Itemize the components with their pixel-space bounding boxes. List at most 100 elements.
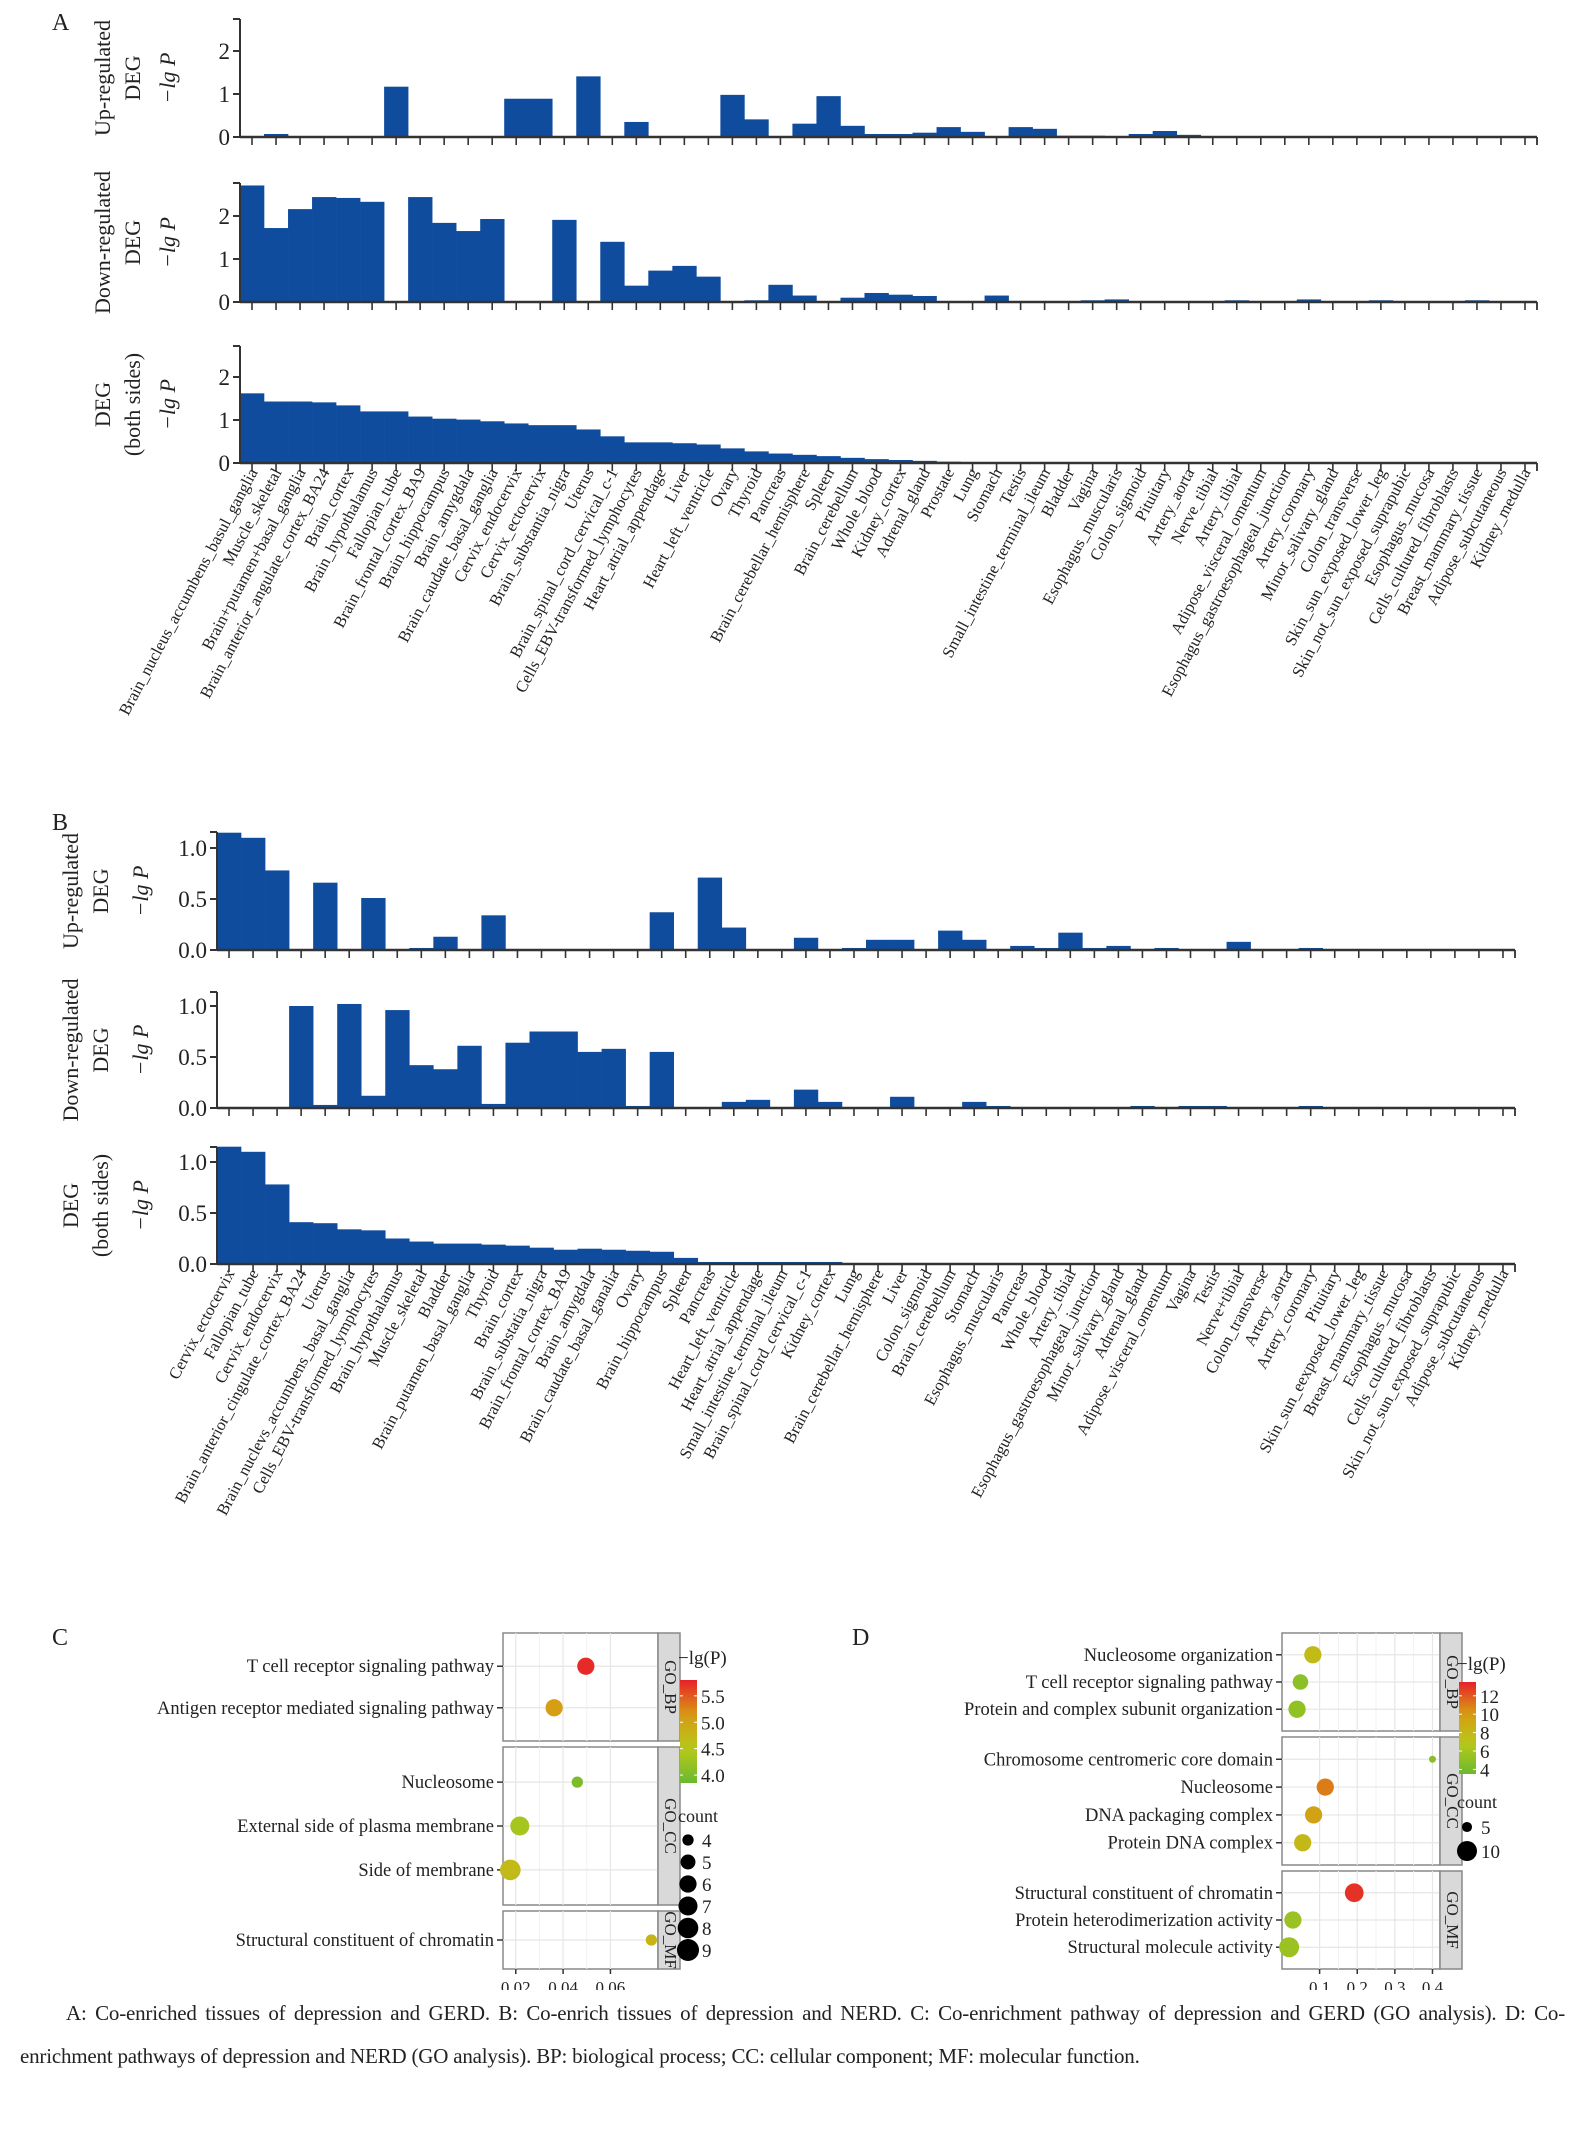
bar xyxy=(384,411,409,463)
x-tick-label: 0.06 xyxy=(596,1978,626,1990)
color-tick-label: 5.0 xyxy=(701,1713,725,1734)
bar xyxy=(432,222,457,302)
bar xyxy=(648,270,673,302)
bar xyxy=(553,1249,578,1264)
bar xyxy=(1058,932,1083,950)
size-legend-dot xyxy=(677,1939,699,1961)
bar xyxy=(288,209,313,302)
size-legend-dot xyxy=(682,1834,694,1846)
term-label: Side of membrane xyxy=(358,1861,494,1881)
y-tick-label: 0 xyxy=(219,451,231,476)
bar xyxy=(433,936,458,950)
y-tick-label: 0.5 xyxy=(178,887,207,912)
bar xyxy=(816,96,841,137)
bar xyxy=(336,405,361,463)
size-legend-label: 5 xyxy=(1481,1818,1491,1839)
facet-strip-label: GO_MF xyxy=(1443,1891,1462,1949)
y-tick-label: 0.0 xyxy=(178,938,207,963)
series-subtitle: DEG xyxy=(120,220,145,265)
term-label: Structural molecule activity xyxy=(1068,1938,1274,1958)
x-tick-label: 0.3 xyxy=(1384,1978,1405,1990)
term-label: Protein and complex subunit organization xyxy=(964,1700,1273,1720)
y-axis-label: −lg P xyxy=(155,53,180,104)
bar xyxy=(696,276,721,302)
bar xyxy=(265,870,290,950)
bar xyxy=(481,1103,506,1108)
bar xyxy=(696,444,721,463)
y-tick-label: 0.5 xyxy=(178,1201,207,1226)
bar xyxy=(792,123,817,137)
bar xyxy=(768,284,793,302)
bar xyxy=(1152,130,1178,137)
bar xyxy=(912,132,937,137)
bar xyxy=(433,1069,458,1108)
facet-go-bp: Nucleosome organization T cell receptor s… xyxy=(964,1632,1463,1732)
color-legend-title: −lg(P) xyxy=(678,1648,727,1669)
term-dot xyxy=(545,1699,563,1717)
term-dot xyxy=(1288,1700,1306,1718)
size-legend-dot xyxy=(678,1896,698,1916)
bar xyxy=(744,119,769,137)
y-tick-label: 0.5 xyxy=(178,1045,207,1070)
facet-go-mf: Structural constituent of chromatin GO_MF xyxy=(236,1910,681,1970)
y-tick-label: 1.0 xyxy=(178,1150,207,1175)
series-title: Down-regulated xyxy=(90,171,115,314)
y-tick-label: 0.0 xyxy=(178,1252,207,1277)
bar xyxy=(792,295,817,302)
y-tick-label: 0.0 xyxy=(178,1096,207,1121)
term-dot xyxy=(645,1934,658,1946)
subplot-down-regulated-deg: Down-regulated DEG −lg P 0.0 0.5 1.0 xyxy=(58,979,1516,1121)
bar xyxy=(433,1243,458,1264)
bar xyxy=(721,1101,747,1108)
y-axis-label: −lg P xyxy=(128,1025,153,1076)
bar xyxy=(672,265,697,302)
bar xyxy=(601,1048,626,1108)
bar xyxy=(409,1065,434,1108)
term-dot xyxy=(571,1776,583,1788)
subplot-down-regulated-deg: Down-regulated DEG −lg P 0 1 2 xyxy=(90,171,1538,315)
bar xyxy=(768,453,793,463)
color-tick-label: 5.5 xyxy=(701,1687,725,1708)
color-tick-label: 4.0 xyxy=(701,1766,725,1787)
x-tick-label: 0.02 xyxy=(501,1978,531,1990)
size-legend-label: 9 xyxy=(702,1941,712,1962)
term-label: Antigen receptor mediated signaling path… xyxy=(157,1699,495,1719)
bar xyxy=(1128,133,1154,137)
bar xyxy=(624,285,649,302)
facet-strip xyxy=(1439,1736,1463,1866)
y-tick-label: 1.0 xyxy=(178,994,207,1019)
subplot-deg-both-sides-: DEG (both sides) −lg P 0.0 0.5 1.0 xyxy=(58,1146,1516,1277)
bar xyxy=(264,228,289,302)
bar xyxy=(960,131,985,137)
series-subtitle: DEG xyxy=(88,1027,113,1072)
bar xyxy=(384,86,409,137)
bar xyxy=(720,94,745,137)
bar xyxy=(864,459,889,463)
bar xyxy=(432,418,457,463)
bar xyxy=(888,459,913,463)
bar xyxy=(264,401,289,463)
term-dot xyxy=(1428,1755,1436,1763)
size-legend-dot xyxy=(1461,1821,1473,1833)
bar xyxy=(313,1104,338,1108)
bar xyxy=(552,425,577,463)
term-label: External side of plasma membrane xyxy=(237,1817,494,1837)
size-legend-dot xyxy=(680,1854,696,1870)
bar xyxy=(408,416,433,463)
bar xyxy=(408,197,433,302)
bar xyxy=(481,915,506,950)
size-legend: count 5 10 xyxy=(1457,1792,1500,1863)
bar xyxy=(264,133,289,137)
bar xyxy=(625,1250,650,1264)
panel-C: C T cell receptor signaling pathway Antige… xyxy=(52,1625,727,1990)
term-label: T cell receptor signaling pathway xyxy=(1026,1673,1274,1693)
bar xyxy=(265,1184,290,1264)
bar xyxy=(1106,945,1131,950)
term-dot xyxy=(1294,1834,1312,1852)
size-legend-dot xyxy=(679,1875,697,1893)
bar xyxy=(241,837,266,950)
bar xyxy=(217,832,242,950)
